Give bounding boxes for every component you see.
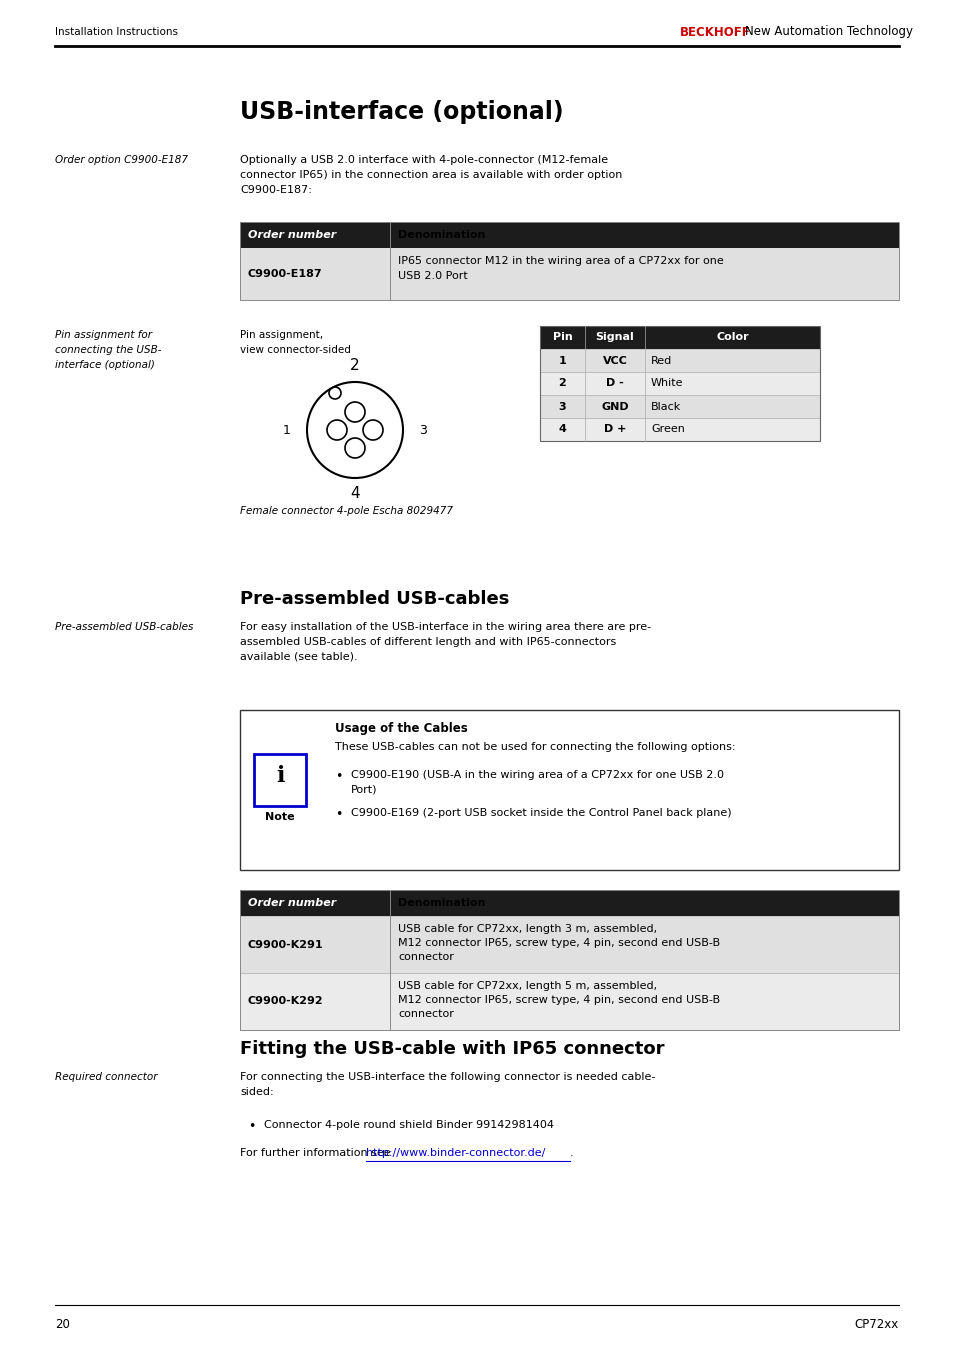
Text: C9900-E169 (2-port USB socket inside the Control Panel back plane): C9900-E169 (2-port USB socket inside the… (351, 808, 731, 817)
Text: USB-interface (optional): USB-interface (optional) (240, 100, 563, 124)
Text: New Automation Technology: New Automation Technology (744, 26, 912, 38)
Text: 2: 2 (558, 378, 566, 389)
Bar (240, 890, 898, 916)
Text: C9900-E190 (USB-A in the wiring area of a CP72xx for one USB 2.0
Port): C9900-E190 (USB-A in the wiring area of … (351, 770, 723, 794)
Text: BECKHOFF: BECKHOFF (679, 26, 750, 38)
Bar (539, 372, 820, 394)
Bar (240, 222, 898, 300)
Text: IP65 connector M12 in the wiring area of a CP72xx for one
USB 2.0 Port: IP65 connector M12 in the wiring area of… (397, 255, 723, 281)
Text: Color: Color (716, 332, 748, 343)
Text: 20: 20 (55, 1319, 70, 1331)
Text: VCC: VCC (602, 355, 627, 366)
Text: USB cable for CP72xx, length 3 m, assembled,
M12 connector IP65, screw type, 4 p: USB cable for CP72xx, length 3 m, assemb… (397, 924, 720, 962)
Text: 3: 3 (418, 423, 427, 436)
Text: Red: Red (650, 355, 672, 366)
Text: GND: GND (600, 401, 628, 412)
Text: Optionally a USB 2.0 interface with 4-pole-connector (M12-female
connector IP65): Optionally a USB 2.0 interface with 4-po… (240, 155, 621, 195)
Bar (240, 890, 898, 1029)
Text: •: • (335, 770, 342, 784)
Text: Denomination: Denomination (397, 230, 485, 240)
Text: •: • (335, 808, 342, 821)
Text: Pin assignment,
view connector-sided: Pin assignment, view connector-sided (240, 330, 351, 355)
Bar (253, 754, 306, 807)
Bar (539, 326, 820, 440)
Text: 4: 4 (350, 486, 359, 501)
Text: •: • (248, 1120, 255, 1133)
Text: For easy installation of the USB-interface in the wiring area there are pre-
ass: For easy installation of the USB-interfa… (240, 621, 651, 662)
Bar (240, 249, 898, 300)
Text: Order number: Order number (248, 230, 335, 240)
Text: http://www.binder-connector.de/: http://www.binder-connector.de/ (366, 1148, 545, 1158)
Text: 2: 2 (350, 358, 359, 373)
Text: Black: Black (650, 401, 680, 412)
Text: Pre-assembled USB-cables: Pre-assembled USB-cables (55, 621, 193, 632)
Text: C9900-E187: C9900-E187 (248, 269, 322, 280)
Text: Denomination: Denomination (397, 898, 485, 908)
Bar (240, 973, 898, 1029)
Text: D -: D - (605, 378, 623, 389)
Text: i: i (275, 765, 284, 788)
Bar (539, 349, 820, 372)
Bar (539, 326, 820, 349)
Text: White: White (650, 378, 682, 389)
Text: These USB-cables can not be used for connecting the following options:: These USB-cables can not be used for con… (335, 742, 735, 753)
Text: 4: 4 (558, 424, 566, 435)
Text: Pin: Pin (552, 332, 572, 343)
Text: For connecting the USB-interface the following connector is needed cable-
sided:: For connecting the USB-interface the fol… (240, 1071, 655, 1097)
Text: D +: D + (603, 424, 625, 435)
Text: USB cable for CP72xx, length 5 m, assembled,
M12 connector IP65, screw type, 4 p: USB cable for CP72xx, length 5 m, assemb… (397, 981, 720, 1019)
Text: CP72xx: CP72xx (854, 1319, 898, 1331)
Text: Fitting the USB-cable with IP65 connector: Fitting the USB-cable with IP65 connecto… (240, 1040, 664, 1058)
Text: Order option C9900-E187: Order option C9900-E187 (55, 155, 188, 165)
Bar (539, 394, 820, 417)
Text: Note: Note (265, 812, 294, 821)
Text: Installation Instructions: Installation Instructions (55, 27, 178, 36)
Bar (240, 222, 898, 249)
Text: Pre-assembled USB-cables: Pre-assembled USB-cables (240, 590, 509, 608)
Text: Female connector 4-pole Escha 8029477: Female connector 4-pole Escha 8029477 (240, 507, 453, 516)
Text: Signal: Signal (595, 332, 634, 343)
Text: .: . (569, 1148, 573, 1158)
Bar (240, 916, 898, 973)
Text: C9900-K291: C9900-K291 (248, 939, 323, 950)
Text: 1: 1 (558, 355, 566, 366)
Text: Required connector: Required connector (55, 1071, 157, 1082)
Text: Usage of the Cables: Usage of the Cables (335, 721, 467, 735)
Text: 3: 3 (558, 401, 566, 412)
Text: For further information see: For further information see (240, 1148, 394, 1158)
Text: Green: Green (650, 424, 684, 435)
Bar (539, 417, 820, 440)
Bar (240, 711, 898, 870)
Text: Pin assignment for
connecting the USB-
interface (optional): Pin assignment for connecting the USB- i… (55, 330, 161, 370)
Text: 1: 1 (283, 423, 291, 436)
Text: C9900-K292: C9900-K292 (248, 997, 323, 1006)
Text: Order number: Order number (248, 898, 335, 908)
Text: Connector 4-pole round shield Binder 99142981404: Connector 4-pole round shield Binder 991… (264, 1120, 554, 1129)
